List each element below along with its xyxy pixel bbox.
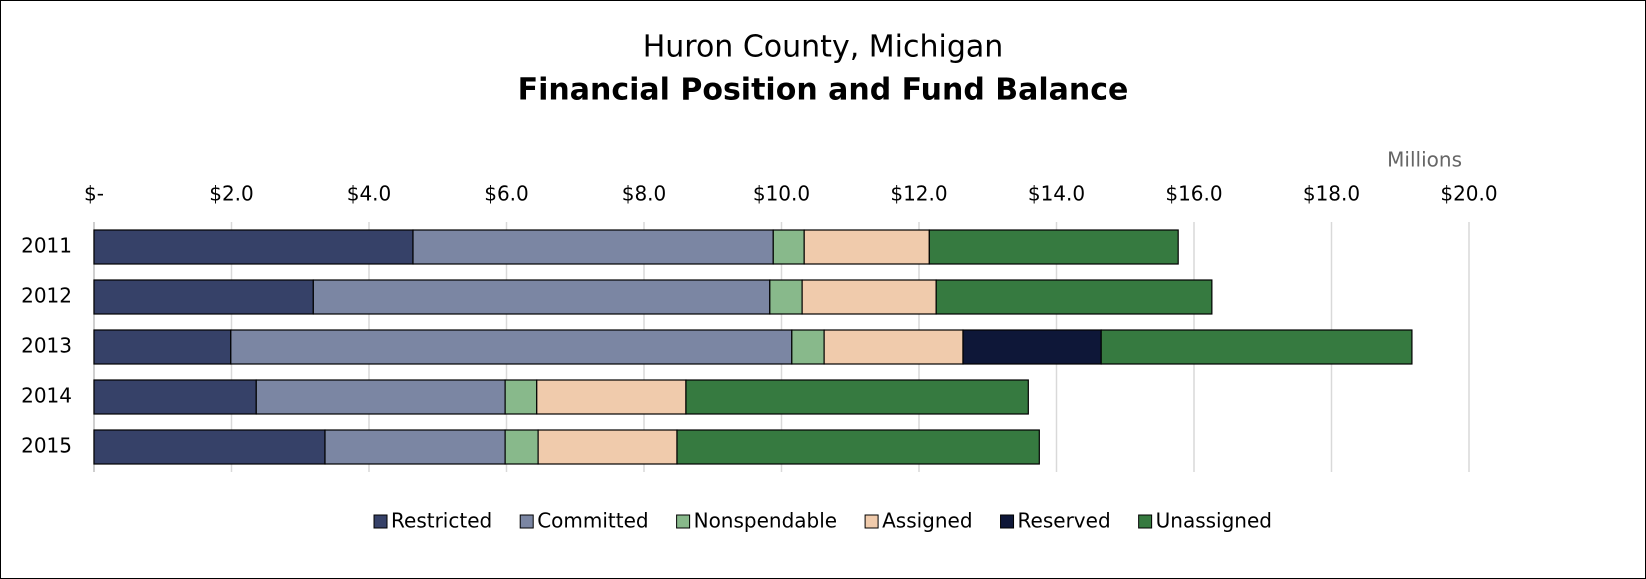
x-tick-label: $2.0 [209,182,254,206]
y-tick-label: 2013 [21,334,72,358]
bar-segment [803,229,930,265]
bar-segment [536,379,687,415]
chart-subtitle: Financial Position and Fund Balance [518,73,1129,108]
bar-segment [324,429,506,465]
bar-segment [412,229,774,265]
bar-segment [801,279,937,315]
legend-swatch [1000,514,1015,529]
bar-segment [685,379,1029,415]
legend-swatch [373,514,388,529]
bar-segment [312,279,771,315]
bar-segment [504,429,539,465]
legend-label: Unassigned [1156,509,1272,533]
bar-segment [935,279,1213,315]
x-tick-label: $- [84,182,104,206]
bar-segment [230,329,793,365]
bar-segment [928,229,1179,265]
y-tick-label: 2014 [21,384,72,408]
bar-segment [255,379,506,415]
axis-unit-label: Millions [1387,148,1462,172]
bar-segment [93,279,314,315]
bar-segment [93,329,232,365]
x-tick-label: $12.0 [890,182,947,206]
legend-label: Reserved [1018,509,1111,533]
x-tick-label: $4.0 [347,182,392,206]
legend-label: Committed [537,509,648,533]
chart-title: Huron County, Michigan [643,30,1004,65]
bar-segment [1100,329,1413,365]
x-tick-label: $16.0 [1165,182,1222,206]
y-tick-label: 2011 [21,234,72,258]
legend-swatch [864,514,879,529]
bar-segment [791,329,825,365]
bar-segment [676,429,1040,465]
y-tick-label: 2012 [21,284,72,308]
x-tick-label: $20.0 [1440,182,1497,206]
legend-label: Restricted [391,509,492,533]
x-tick-label: $10.0 [753,182,810,206]
x-tick-label: $14.0 [1028,182,1085,206]
legend-swatch [1138,514,1153,529]
bar-segment [537,429,678,465]
y-tick-label: 2015 [21,434,72,458]
legend-label: Assigned [882,509,972,533]
x-tick-label: $6.0 [484,182,529,206]
x-tick-label: $18.0 [1303,182,1360,206]
bar-segment [93,429,326,465]
bar-segment [962,329,1102,365]
x-tick-label: $8.0 [622,182,667,206]
bar-segment [93,379,257,415]
bar-segment [823,329,964,365]
legend-label: Nonspendable [694,509,837,533]
bar-segment [504,379,538,415]
bar-segment [772,229,805,265]
legend-swatch [519,514,534,529]
bar-segment [769,279,803,315]
legend-swatch [676,514,691,529]
bar-segment [93,229,414,265]
